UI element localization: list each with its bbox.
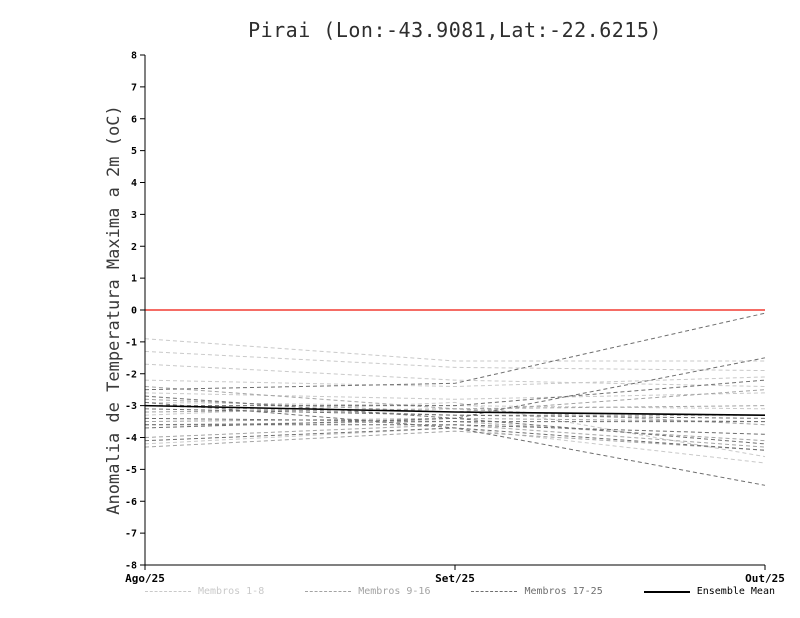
legend-line-sample — [643, 590, 690, 593]
svg-text:0: 0 — [131, 306, 137, 317]
svg-text:4: 4 — [131, 178, 137, 189]
legend-label: Membros 9-16 — [358, 586, 431, 597]
svg-text:-1: -1 — [125, 337, 137, 348]
svg-text:Out/25: Out/25 — [745, 572, 785, 585]
legend-line-sample — [471, 591, 518, 592]
legend-line-sample — [145, 591, 191, 592]
svg-text:2: 2 — [131, 242, 137, 253]
svg-text:-6: -6 — [125, 497, 137, 508]
legend-item-membros-17-25: Membros 17-25 — [471, 586, 603, 597]
svg-text:1: 1 — [131, 274, 137, 285]
svg-text:3: 3 — [131, 210, 137, 221]
legend-label: Ensemble Mean — [696, 586, 775, 597]
svg-text:-4: -4 — [125, 433, 137, 444]
svg-text:6: 6 — [131, 114, 137, 125]
legend-item-ensemble-mean: Ensemble Mean — [643, 586, 775, 597]
legend-item-membros-9-16: Membros 9-16 — [305, 586, 430, 597]
legend-line-sample — [305, 591, 352, 592]
svg-text:-7: -7 — [125, 529, 137, 540]
chart-title: Pirai (Lon:-43.9081,Lat:-22.6215) — [248, 18, 662, 42]
legend-item-membros-1-8: Membros 1-8 — [145, 586, 264, 597]
svg-text:-2: -2 — [125, 369, 137, 380]
svg-text:-5: -5 — [125, 465, 137, 476]
svg-text:-8: -8 — [125, 561, 137, 572]
legend-label: Membros 17-25 — [524, 586, 603, 597]
svg-text:-3: -3 — [125, 401, 137, 412]
svg-text:Ago/25: Ago/25 — [125, 572, 165, 585]
svg-text:8: 8 — [131, 51, 137, 62]
svg-text:Set/25: Set/25 — [435, 572, 475, 585]
legend-label: Membros 1-8 — [198, 586, 265, 597]
svg-text:7: 7 — [131, 82, 137, 93]
legend: Membros 1-8 Membros 9-16 Membros 17-25 E… — [145, 586, 775, 597]
svg-text:5: 5 — [131, 146, 137, 157]
